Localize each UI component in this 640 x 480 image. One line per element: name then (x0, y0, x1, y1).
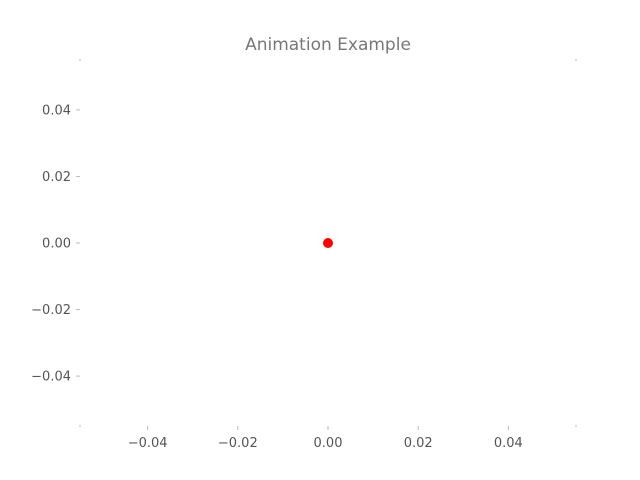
y-tick-label: −0.02 (31, 303, 71, 318)
x-tick-label: 0.04 (494, 436, 523, 451)
axes-corner-mark (78, 424, 82, 428)
y-tick-label: 0.02 (42, 170, 71, 185)
data-point (323, 238, 333, 248)
x-axis: −0.04 −0.02 0.00 0.02 0.04 (128, 426, 523, 451)
x-tick-label: −0.04 (128, 436, 168, 451)
axes-frame (78, 58, 578, 428)
x-tick-label: −0.02 (218, 436, 258, 451)
x-tick-label: 0.02 (404, 436, 433, 451)
y-tick-label: 0.04 (42, 103, 71, 118)
axes-corner-mark (574, 424, 578, 428)
chart-title: Animation Example (245, 35, 411, 55)
y-axis: 0.04 0.02 0.00 −0.02 −0.04 (31, 103, 80, 385)
axes-corner-mark (78, 58, 82, 62)
y-tick-label: 0.00 (42, 237, 71, 252)
y-tick-label: −0.04 (31, 370, 71, 385)
data-points (323, 238, 333, 248)
axes-corner-mark (574, 58, 578, 62)
x-tick-label: 0.00 (314, 436, 343, 451)
